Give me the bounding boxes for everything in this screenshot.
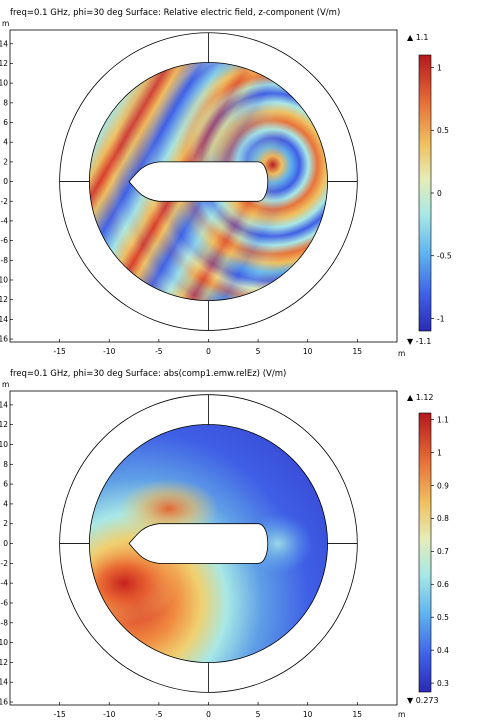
- colorbar-tick-label: 0.3: [437, 679, 449, 688]
- x-unit-label: m: [398, 349, 405, 358]
- y-tick-label: -2: [1, 197, 9, 206]
- colorbar-max-label: ▲ 1.1: [407, 33, 428, 42]
- colorbar-max-label: ▲ 1.12: [407, 393, 434, 402]
- x-axis: -15 -10 -5 0 5 10 15: [53, 702, 362, 719]
- y-tick-label: 10: [0, 79, 8, 88]
- y-tick-label: -4: [1, 216, 9, 225]
- colorbar: [418, 412, 432, 693]
- colorbar-tick-label: 0.6: [437, 580, 449, 589]
- y-axis: 14 12 10 8 6 4 2 0 -2 -4 -6 -8 -10 -12 -14 -16: [0, 39, 13, 344]
- scatterer-hull: [128, 523, 269, 564]
- colorbar-ticks: 1 0.5 0 -0.5 -1: [431, 63, 452, 323]
- x-unit-label: m: [398, 710, 405, 719]
- x-tick-label: -15: [53, 710, 65, 719]
- x-tick-label: 5: [256, 710, 261, 719]
- y-tick-label: -12: [0, 658, 8, 667]
- x-tick-label: 15: [353, 347, 363, 356]
- colorbar-tick-label: 0: [437, 189, 442, 198]
- y-tick-label: 0: [3, 177, 8, 186]
- colorbar-tick-label: 0.8: [437, 514, 449, 523]
- x-tick-label: 5: [256, 347, 261, 356]
- y-tick-label: 4: [3, 138, 8, 147]
- y-tick-label: -16: [0, 698, 8, 707]
- colorbar-tick-label: 0.5: [437, 613, 449, 622]
- y-tick-label: 8: [3, 460, 8, 469]
- y-tick-label: 0: [3, 539, 8, 548]
- y-tick-label: -10: [0, 638, 8, 647]
- y-tick-label: 6: [3, 118, 8, 127]
- x-tick-label: 10: [303, 347, 313, 356]
- y-tick-label: 14: [0, 400, 8, 409]
- y-tick-label: -10: [0, 275, 8, 284]
- colorbar-tick-label: 1: [437, 448, 442, 457]
- plot-frame: [9, 390, 398, 706]
- x-tick-label: 0: [206, 347, 211, 356]
- colorbar-ticks: 1.1 1 0.9 0.8 0.7 0.6 0.5 0.4 0.3: [431, 415, 449, 688]
- colorbar-min-label: ▼ 0.273: [407, 696, 439, 705]
- panel-abs-field: freq=0.1 GHz, phi=30 deg Surface: abs(co…: [0, 369, 449, 719]
- x-tick-label: -5: [155, 347, 163, 356]
- x-tick-label: -5: [155, 710, 163, 719]
- y-tick-label: 14: [0, 39, 8, 48]
- y-tick-label: -4: [1, 579, 9, 588]
- x-tick-label: -10: [103, 347, 115, 356]
- y-tick-label: -8: [1, 618, 9, 627]
- y-tick-label: 8: [3, 98, 8, 107]
- y-tick-label: -2: [1, 559, 9, 568]
- colorbar-tick-label: -1: [437, 314, 445, 323]
- y-tick-label: -12: [0, 295, 8, 304]
- colorbar-tick-label: 0.9: [437, 481, 449, 490]
- x-axis: -15 -10 -5 0 5 10 15: [53, 339, 362, 356]
- y-unit-label: m: [2, 380, 9, 389]
- scatterer-hull: [128, 161, 269, 202]
- y-tick-label: -6: [1, 236, 9, 245]
- y-tick-label: -16: [0, 335, 8, 344]
- panel-title: freq=0.1 GHz, phi=30 deg Surface: Relati…: [10, 8, 340, 18]
- y-tick-label: -6: [1, 598, 9, 607]
- y-tick-label: 12: [0, 420, 8, 429]
- x-tick-label: 10: [303, 710, 313, 719]
- colorbar-tick-label: 1: [437, 63, 442, 72]
- y-tick-label: 2: [3, 519, 8, 528]
- y-tick-label: 4: [3, 499, 8, 508]
- y-unit-label: m: [2, 19, 9, 28]
- colorbar: [418, 54, 432, 332]
- y-tick-label: -14: [0, 315, 8, 324]
- y-tick-label: -8: [1, 256, 9, 265]
- panel-relative-field: freq=0.1 GHz, phi=30 deg Surface: Relati…: [0, 8, 452, 358]
- y-tick-label: -14: [0, 678, 8, 687]
- plot-frame: [9, 29, 398, 343]
- colorbar-tick-label: 0.5: [437, 126, 449, 135]
- colorbar-min-label: ▼ -1.1: [407, 337, 431, 346]
- x-tick-label: -10: [103, 710, 115, 719]
- colorbar-tick-label: -0.5: [437, 252, 452, 261]
- colorbar-tick-label: 0.7: [437, 547, 449, 556]
- panel-title: freq=0.1 GHz, phi=30 deg Surface: abs(co…: [10, 369, 286, 379]
- y-tick-label: 12: [0, 59, 8, 68]
- x-tick-label: 15: [353, 710, 363, 719]
- x-tick-label: 0: [206, 710, 211, 719]
- x-tick-label: -15: [53, 347, 65, 356]
- colorbar-tick-label: 0.4: [437, 646, 449, 655]
- y-tick-label: 10: [0, 440, 8, 449]
- y-tick-label: 2: [3, 157, 8, 166]
- colorbar-tick-label: 1.1: [437, 415, 449, 424]
- y-tick-label: 6: [3, 480, 8, 489]
- y-axis: 14 12 10 8 6 4 2 0 -2 -4 -6 -8 -10 -12 -14 -16: [0, 400, 13, 707]
- field-surface: [89, 62, 328, 301]
